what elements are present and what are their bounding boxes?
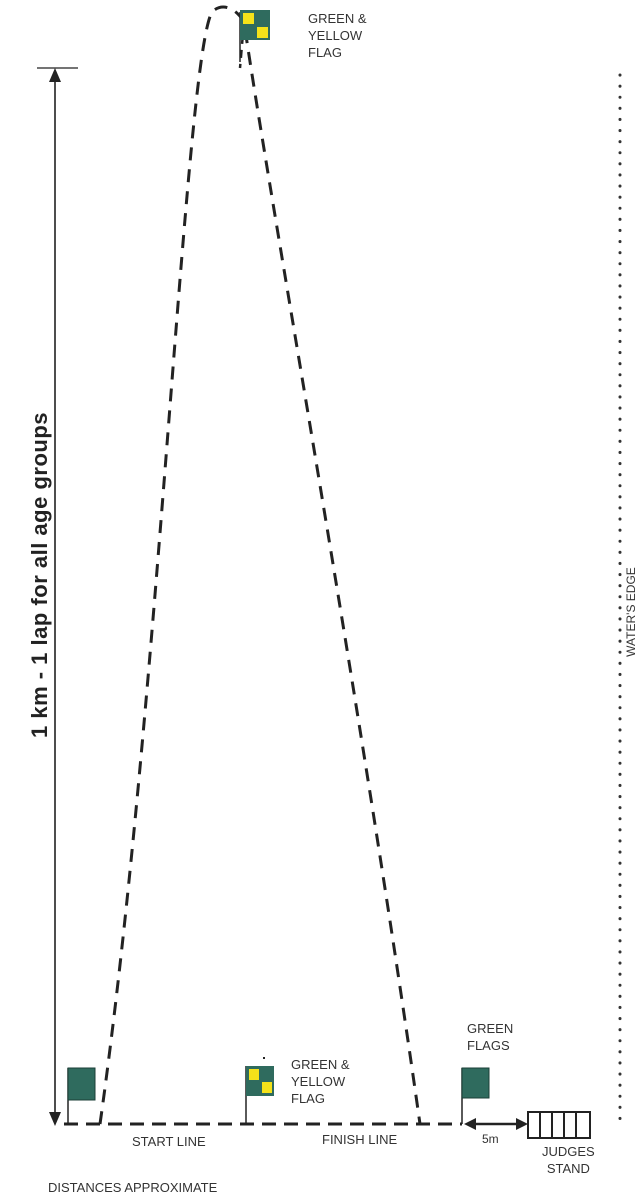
distance-label: 1 km - 1 lap for all age groups <box>27 411 52 739</box>
footnote: DISTANCES APPROXIMATE <box>48 1180 218 1195</box>
bottom-flag-label: GREEN & YELLOW FLAG <box>291 1057 350 1106</box>
offset-label: 5m <box>482 1132 499 1146</box>
bottom-green-yellow-flag <box>245 1057 274 1124</box>
water-edge-label: WATER'S EDGE <box>624 567 638 657</box>
distance-arrow <box>37 67 78 1126</box>
left-green-flag <box>67 1067 96 1124</box>
top-green-yellow-flag <box>239 10 270 62</box>
start-line-label: START LINE <box>132 1134 206 1149</box>
judges-stand-label: JUDGES STAND <box>542 1144 595 1176</box>
top-flag-label: GREEN & YELLOW FLAG <box>308 11 367 60</box>
judges-stand-icon <box>527 1111 591 1139</box>
offset-arrow <box>464 1118 528 1130</box>
course-path <box>98 5 422 1125</box>
finish-line-label: FINISH LINE <box>322 1132 398 1147</box>
right-green-flag <box>461 1067 490 1124</box>
green-flags-label: GREEN FLAGS <box>467 1021 514 1053</box>
